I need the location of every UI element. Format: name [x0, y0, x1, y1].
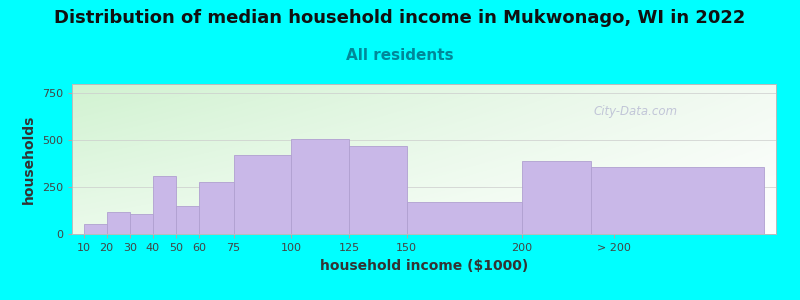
Bar: [406, 202, 522, 234]
Bar: [106, 212, 130, 234]
Bar: [291, 139, 349, 234]
Bar: [591, 167, 765, 234]
Text: Distribution of median household income in Mukwonago, WI in 2022: Distribution of median household income …: [54, 9, 746, 27]
Text: City-Data.com: City-Data.com: [593, 104, 678, 118]
Bar: [199, 182, 234, 234]
Bar: [83, 224, 106, 234]
Bar: [349, 146, 406, 234]
Bar: [176, 206, 199, 234]
Bar: [130, 214, 153, 234]
Text: All residents: All residents: [346, 48, 454, 63]
Bar: [522, 161, 591, 234]
Bar: [153, 176, 176, 234]
Y-axis label: households: households: [22, 114, 36, 204]
Bar: [234, 155, 291, 234]
X-axis label: household income ($1000): household income ($1000): [320, 259, 528, 273]
